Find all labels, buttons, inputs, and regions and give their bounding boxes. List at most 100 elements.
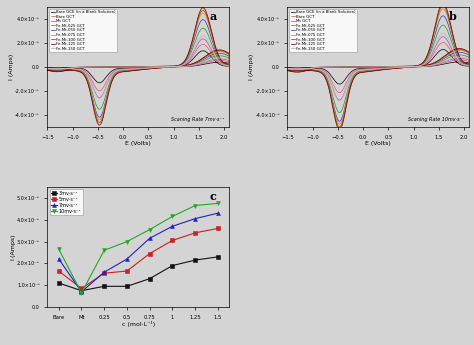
Bare GCE (in a Blank Solution) [432, 54, 438, 58]
Fe-Mt-025 GCT [118, 69, 124, 73]
Bare GCE (in a Blank Solution) [82, 65, 87, 69]
Fe-Mt-125 GCT [440, 1, 446, 5]
Bare GCT [337, 91, 342, 95]
7mv·s⁻¹ [101, 270, 107, 274]
Fe-Mt-050 GCT [205, 26, 211, 30]
Fe-Mt-075 GCT [124, 69, 130, 73]
Mt GCT [358, 68, 364, 72]
Fe-Mt-100 GCT [205, 18, 211, 22]
Fe-Mt-100 GCT [45, 68, 50, 72]
Text: a: a [209, 10, 217, 21]
Mt GCT [200, 37, 206, 41]
Fe-Mt-125 GCT [284, 69, 290, 73]
5mv·s⁻¹ [170, 238, 175, 243]
Bare GCE (in a Blank Solution) [358, 66, 364, 70]
Fe-Mt-050 GCT [337, 119, 342, 123]
Line: Fe-Mt-050 GCT: Fe-Mt-050 GCT [47, 20, 229, 117]
5mv·s⁻¹ [215, 226, 221, 230]
Mt GCT [124, 67, 130, 71]
10mv·s⁻¹ [147, 227, 153, 231]
Mt GCT [337, 98, 342, 102]
Fe-Mt-075 GCT [118, 70, 124, 74]
Fe-Mt-050 GCT [45, 68, 50, 72]
Fe-Mt-025 GCT [192, 41, 198, 45]
Bare GCE (in a Blank Solution) [284, 66, 290, 70]
Bare GCE (in a Blank Solution) [97, 81, 102, 85]
Fe-Mt-100 GCT [432, 28, 438, 32]
Fe-Mt-025 GCT [358, 69, 364, 73]
Y-axis label: I (Amps): I (Amps) [9, 54, 14, 80]
Fe-Mt-050 GCT [200, 18, 206, 22]
Line: Bare GCE (in a Blank Solution): Bare GCE (in a Blank Solution) [47, 51, 229, 83]
7mv·s⁻¹ [124, 257, 130, 261]
Fe-Mt-050 GCT [118, 69, 124, 73]
Bare GCT [158, 65, 164, 69]
Fe-Mt-075 GCT [97, 118, 102, 122]
Fe-Mt-050 GCT [82, 65, 87, 69]
Fe-Mt-025 GCT [284, 67, 290, 71]
Fe-Mt-150 GCT [365, 67, 370, 71]
Fe-Mt-050 GCT [284, 68, 290, 72]
Bare GCT [205, 46, 211, 50]
Bare GCE (in a Blank Solution) [322, 65, 328, 69]
Fe-Mt-050 GCT [158, 66, 164, 70]
10mv·s⁻¹ [56, 247, 62, 251]
Fe-Mt-150 GCT [45, 67, 50, 71]
5mv·s⁻¹ [124, 269, 130, 273]
3mv·s⁻¹ [192, 258, 198, 262]
Fe-Mt-050 GCT [432, 33, 438, 38]
Bare GCT [432, 50, 438, 54]
Fe-Mt-150 GCT [440, 31, 446, 35]
Y-axis label: I (Amps): I (Amps) [10, 234, 16, 260]
Fe-Mt-125 GCT [322, 66, 328, 70]
Bare GCE (in a Blank Solution) [45, 66, 50, 70]
Line: Fe-Mt-075 GCT: Fe-Mt-075 GCT [287, 9, 469, 124]
10mv·s⁻¹ [192, 204, 198, 208]
Bare GCE (in a Blank Solution) [118, 66, 124, 70]
Fe-Mt-150 GCT [358, 68, 364, 72]
Fe-Mt-100 GCT [365, 69, 370, 73]
Bare GCT [97, 89, 102, 93]
Fe-Mt-075 GCT [322, 66, 328, 70]
Fe-Mt-025 GCT [322, 65, 328, 69]
10mv·s⁻¹ [101, 248, 107, 252]
Line: Fe-Mt-025 GCT: Fe-Mt-025 GCT [287, 25, 469, 113]
Fe-Mt-150 GCT [82, 65, 87, 69]
10mv·s⁻¹ [79, 291, 84, 295]
Fe-Mt-075 GCT [205, 20, 211, 24]
Fe-Mt-125 GCT [97, 123, 102, 127]
Line: Fe-Mt-025 GCT: Fe-Mt-025 GCT [47, 28, 229, 109]
3mv·s⁻¹ [124, 284, 130, 288]
Bare GCT [445, 45, 451, 49]
7mv·s⁻¹ [215, 211, 221, 215]
Fe-Mt-025 GCT [82, 65, 87, 69]
Fe-Mt-150 GCT [45, 67, 50, 71]
X-axis label: E (Volts): E (Volts) [126, 141, 151, 146]
5mv·s⁻¹ [101, 271, 107, 275]
Fe-Mt-125 GCT [82, 66, 87, 70]
Fe-Mt-100 GCT [440, 4, 446, 8]
Fe-Mt-075 GCT [192, 32, 198, 36]
Fe-Mt-050 GCT [45, 68, 50, 72]
Fe-Mt-050 GCT [322, 66, 328, 70]
Bare GCE (in a Blank Solution) [445, 50, 451, 55]
Bare GCT [45, 66, 50, 70]
Bare GCT [200, 42, 206, 47]
Fe-Mt-075 GCT [158, 66, 164, 70]
Fe-Mt-100 GCT [200, 8, 206, 12]
Fe-Mt-075 GCT [358, 70, 364, 74]
3mv·s⁻¹ [215, 255, 221, 259]
Line: 10mv·s⁻¹: 10mv·s⁻¹ [57, 201, 220, 295]
Fe-Mt-150 GCT [200, 34, 206, 38]
Fe-Mt-150 GCT [337, 99, 342, 103]
Bare GCE (in a Blank Solution) [365, 66, 370, 70]
Fe-Mt-100 GCT [124, 69, 130, 73]
Fe-Mt-125 GCT [45, 68, 50, 72]
Fe-Mt-100 GCT [358, 70, 364, 75]
Line: Fe-Mt-075 GCT: Fe-Mt-075 GCT [47, 13, 229, 120]
Bare GCT [284, 66, 290, 70]
Fe-Mt-125 GCT [118, 70, 124, 74]
Fe-Mt-100 GCT [322, 66, 328, 70]
5mv·s⁻¹ [56, 269, 62, 273]
Mt GCT [82, 65, 87, 69]
